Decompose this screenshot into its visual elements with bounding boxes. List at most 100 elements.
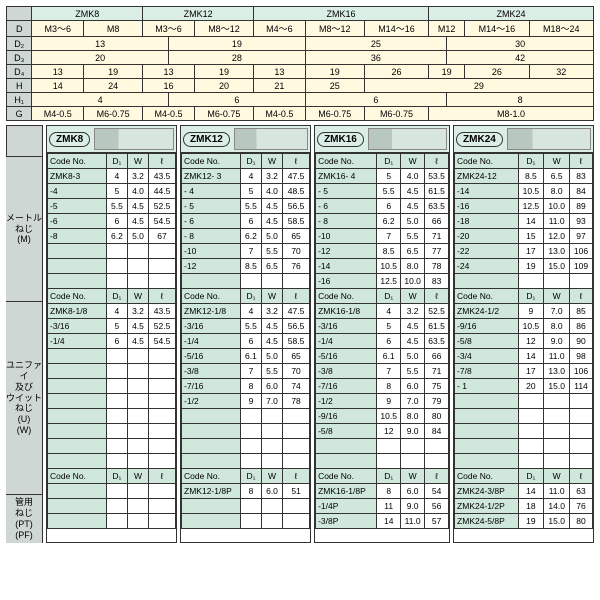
row-label: D₄ [7,65,32,79]
row-label: D₂ [7,37,32,51]
code-cell: -3/4 [455,349,518,364]
model-name: ZMK16 [317,132,364,147]
code-cell [455,454,518,469]
col-w: W [401,154,425,169]
code-cell: -3/8 [182,364,241,379]
code-cell: -1/4 [182,334,241,349]
code-cell: - 5 [182,199,241,214]
code-cell: -1/4 [48,334,107,349]
code-cell [182,454,241,469]
diagram [94,128,174,150]
code-cell [455,424,518,439]
code-cell: -10 [182,244,241,259]
col-code: Code No. [316,154,377,169]
code-cell: ZMK12-1/8P [182,484,241,499]
code-cell [48,274,107,289]
diagram [507,128,591,150]
code-cell [182,499,241,514]
code-cell: - 6 [316,199,377,214]
code-cell [48,484,107,499]
model-name: ZMK24 [456,132,503,147]
code-cell: - 8 [182,229,241,244]
col-d1: D₁ [518,154,544,169]
code-cell [48,244,107,259]
code-cell [48,439,107,454]
code-cell: ZMK12- 3 [182,169,241,184]
code-cell: -3/8 [316,364,377,379]
group-header: ZMK24 [429,7,594,21]
code-cell: -7/16 [316,379,377,394]
code-cell: -10 [316,229,377,244]
code-cell: ZMK24-1/2P [455,499,518,514]
code-cell: -16 [316,274,377,289]
code-cell: - 4 [182,184,241,199]
code-cell: -7/16 [182,379,241,394]
row-label: H₁ [7,93,32,107]
col-code: Code No. [455,154,518,169]
code-cell: -1/4P [316,499,377,514]
code-cell [48,394,107,409]
model-block: ZMK12Code No.D₁WℓZMK12- 343.247.5- 454.0… [180,125,311,543]
code-cell: -20 [455,229,518,244]
code-cell: -9/16 [316,409,377,424]
spec-table: ZMK8ZMK12ZMK16ZMK24DM3～6M8M3～6M8～12M4～6M… [6,6,594,121]
code-cell: -8 [48,229,107,244]
row-label: D [7,21,32,37]
code-cell [48,349,107,364]
code-cell: -5/16 [316,349,377,364]
code-cell [48,409,107,424]
code-cell: ZMK16- 4 [316,169,377,184]
code-cell: ZMK12-1/8 [182,304,241,319]
code-cell: -5/16 [182,349,241,364]
code-cell: -12 [316,244,377,259]
code-cell: -5/8 [316,424,377,439]
code-cell: -12 [182,259,241,274]
col-w: W [261,154,282,169]
code-cell: -14 [316,259,377,274]
code-cell [182,514,241,529]
code-cell: - 5 [316,184,377,199]
code-cell: - 1 [455,379,518,394]
model-block: ZMK24Code No.D₁WℓZMK24-128.56.583-1410.5… [453,125,594,543]
col-w: W [544,154,570,169]
code-cell: -3/16 [182,319,241,334]
code-cell: -3/16 [316,319,377,334]
col-l: ℓ [570,154,593,169]
code-cell [48,499,107,514]
code-cell: -16 [455,199,518,214]
code-cell [455,394,518,409]
code-cell: -3/16 [48,319,107,334]
code-cell: ZMK24-5/8P [455,514,518,529]
group-header: ZMK12 [143,7,254,21]
col-code: Code No. [182,154,241,169]
code-cell: ZMK24-1/2 [455,304,518,319]
code-cell [48,379,107,394]
col-l: ℓ [425,154,449,169]
code-cell: -5/8 [455,334,518,349]
code-cell: - 8 [316,214,377,229]
code-cell [182,409,241,424]
code-cell: -7/8 [455,364,518,379]
code-cell: ZMK8-3 [48,169,107,184]
group-header: ZMK16 [254,7,429,21]
code-cell: ZMK16-1/8P [316,484,377,499]
code-cell [316,439,377,454]
code-cell: -3/8P [316,514,377,529]
code-cell: - 6 [182,214,241,229]
col-d1: D₁ [106,154,127,169]
code-cell: -4 [48,184,107,199]
model-name: ZMK8 [49,132,90,147]
model-block: ZMK8Code No.D₁WℓZMK8-343.243.5-454.044.5… [46,125,177,543]
code-cell: -6 [48,214,107,229]
code-cell: -24 [455,259,518,274]
row-label: D₃ [7,51,32,65]
col-d1: D₁ [377,154,401,169]
code-cell: -1/2 [182,394,241,409]
code-cell: ZMK24-3/8P [455,484,518,499]
row-label: H [7,79,32,93]
code-cell [182,424,241,439]
row-label: G [7,107,32,121]
code-cell [316,454,377,469]
code-cell [455,409,518,424]
code-cell: ZMK16-1/8 [316,304,377,319]
